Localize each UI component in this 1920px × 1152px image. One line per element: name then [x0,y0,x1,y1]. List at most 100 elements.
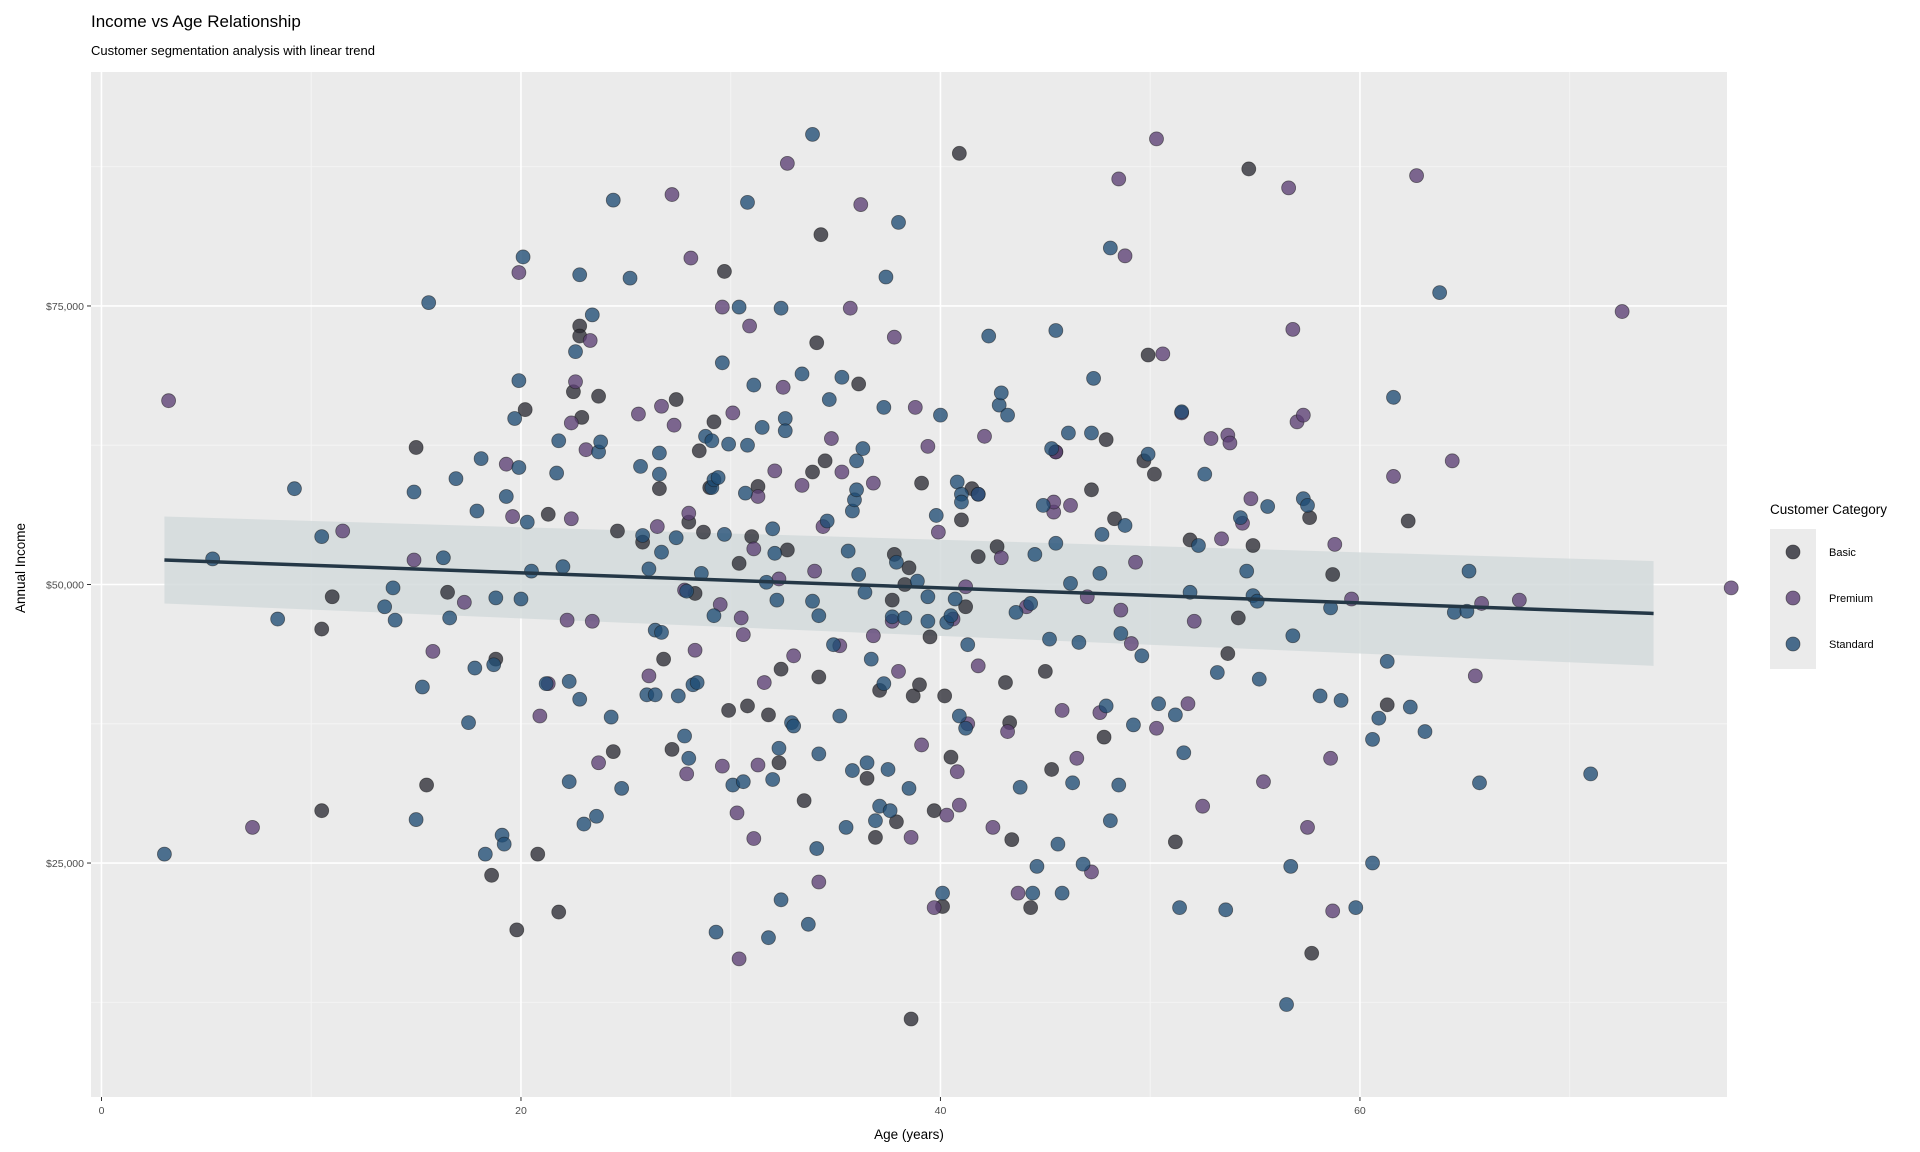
data-point-standard [408,812,424,827]
legend-key-standard [1785,636,1801,652]
data-point-standard [469,503,485,519]
data-point-standard [1218,902,1234,918]
data-point-basic [419,777,434,793]
data-point-standard [1174,404,1190,420]
data-point-standard [486,657,502,673]
data-point-standard [473,451,489,467]
data-point-premium [532,708,548,724]
data-point-standard [851,567,867,582]
data-point-premium [631,406,646,422]
data-point-premium [679,766,695,782]
data-point-standard [1285,628,1301,644]
data-point-standard [1386,389,1401,405]
data-point-standard [654,625,669,640]
data-point-basic [805,464,820,480]
data-point-premium [505,509,520,524]
data-point-standard [710,470,726,485]
data-point-basic [484,867,500,883]
data-point-premium [1186,613,1202,629]
data-point-standard [1048,535,1064,551]
data-point-basic [1230,610,1246,626]
data-point-basic [656,651,671,667]
data-point-premium [1444,453,1460,469]
data-point-standard [584,307,600,323]
data-point-standard [706,608,722,624]
data-point-standard [1102,240,1118,256]
data-point-standard [1232,510,1248,526]
data-point-standard [878,269,894,285]
data-point-standard [740,437,755,453]
data-point-standard [1283,858,1299,874]
data-point-standard [568,344,583,360]
data-point-standard [1094,526,1110,542]
data-point-standard [735,774,751,790]
data-point-standard [654,544,669,560]
data-point-standard [884,609,900,625]
data-point-standard [605,192,621,208]
data-point-premium [1113,602,1129,618]
data-point-basic [811,669,827,685]
data-point-standard [1025,885,1041,901]
data-point-standard [421,295,437,311]
data-point-basic [1096,729,1112,745]
data-point-premium [731,951,747,967]
data-point-standard [496,836,512,852]
data-point-standard [1583,766,1599,782]
data-point-standard [561,774,577,790]
data-point-basic [912,677,927,693]
x-axis-label: Age (years) [874,1127,944,1142]
data-point-standard [920,613,936,629]
data-point-basic [1023,900,1039,915]
data-point-standard [1117,518,1133,533]
data-point-premium [775,379,791,395]
data-point-premium [1281,180,1297,196]
data-point-standard [1461,563,1477,579]
data-point-basic [1379,697,1395,713]
data-point-standard [287,481,302,497]
data-point-premium [563,511,579,527]
data-point-premium [1323,750,1338,766]
data-point-standard [838,819,854,835]
data-point-standard [1172,900,1187,915]
data-point-standard [1035,497,1051,513]
data-point-standard [1176,745,1192,761]
data-point-standard [811,746,827,762]
data-point-standard [1027,547,1043,562]
data-point-basic [970,549,986,565]
data-point-standard [689,675,705,690]
legend-label-premium: Premium [1829,593,1873,605]
data-point-basic [1241,161,1257,177]
data-point-standard [572,691,588,707]
data-point-premium [1723,580,1739,596]
data-point-basic [1084,482,1099,498]
data-point-standard [442,610,458,626]
y-axis-ticks: $25,000 $50,000 $75,000 [46,301,91,870]
data-point-basic [740,698,755,714]
data-point-standard [513,591,529,607]
data-point-standard [714,355,730,371]
data-point-standard [314,529,330,544]
data-point-premium [511,265,527,280]
data-point-standard [1084,425,1099,441]
data-point-standard [800,916,816,932]
data-point-basic [1325,567,1341,582]
data-point-standard [844,763,860,778]
data-point-standard [387,612,403,628]
data-point-standard [740,194,755,210]
data-point-premium [1111,171,1127,187]
data-point-premium [1000,724,1015,739]
data-point-basic [706,414,722,430]
data-point-standard [993,385,1009,401]
data-point-standard [524,563,539,579]
data-point-premium [578,442,594,458]
y-axis-label: Annual Income [13,523,28,613]
data-point-standard [1333,692,1349,708]
data-point-premium [563,415,579,431]
data-point-standard [1098,698,1114,714]
data-point-basic [1037,664,1053,679]
data-point-standard [461,715,476,731]
data-point-premium [907,399,923,415]
data-point-premium [1117,248,1133,264]
data-point-standard [681,750,697,766]
data-point-premium [1614,304,1630,319]
